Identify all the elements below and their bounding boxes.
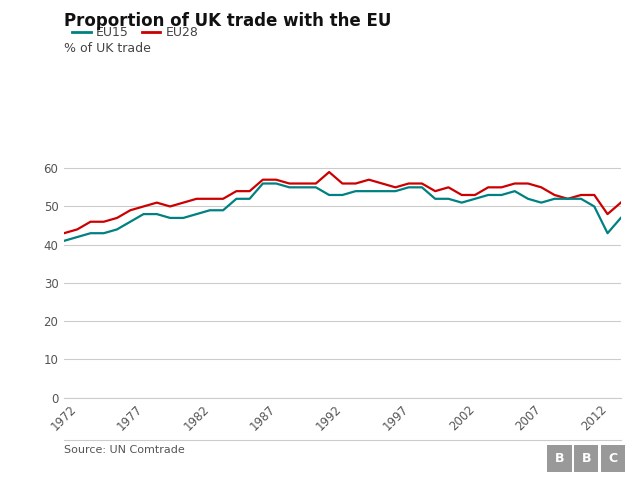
Text: C: C <box>609 452 618 465</box>
Text: Proportion of UK trade with the EU: Proportion of UK trade with the EU <box>64 12 392 30</box>
Text: % of UK trade: % of UK trade <box>64 42 151 55</box>
Legend: EU15, EU28: EU15, EU28 <box>67 21 204 44</box>
Text: B: B <box>582 452 591 465</box>
Text: Source: UN Comtrade: Source: UN Comtrade <box>64 445 185 455</box>
Text: B: B <box>555 452 564 465</box>
